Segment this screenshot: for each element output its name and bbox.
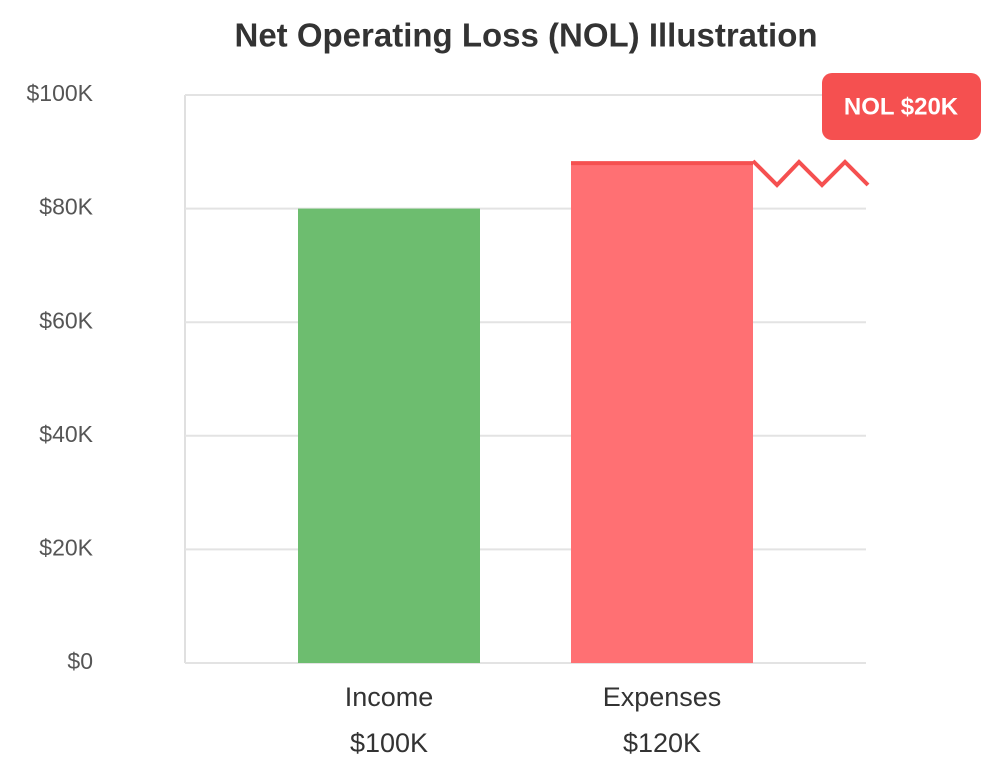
x-tick-label: Expenses [603,682,722,712]
y-tick-label: $100K [26,80,93,106]
y-tick-label: $60K [39,307,93,333]
y-tick-label: $20K [39,534,93,560]
zigzag [751,159,870,188]
amount-label: $120K [623,728,701,758]
annotation-box [822,73,981,140]
y-tick-label: $0 [67,648,93,674]
chart-title: Net Operating Loss (NOL) Illustration [234,17,817,54]
x-tick-label: Income [345,682,434,712]
y-tick-label: $40K [39,421,93,447]
bar [571,163,753,663]
bar [298,208,480,663]
annotation: NOL $20K [844,93,959,120]
amount-label: $100K [350,728,428,758]
y-tick-label: $80K [39,194,93,220]
